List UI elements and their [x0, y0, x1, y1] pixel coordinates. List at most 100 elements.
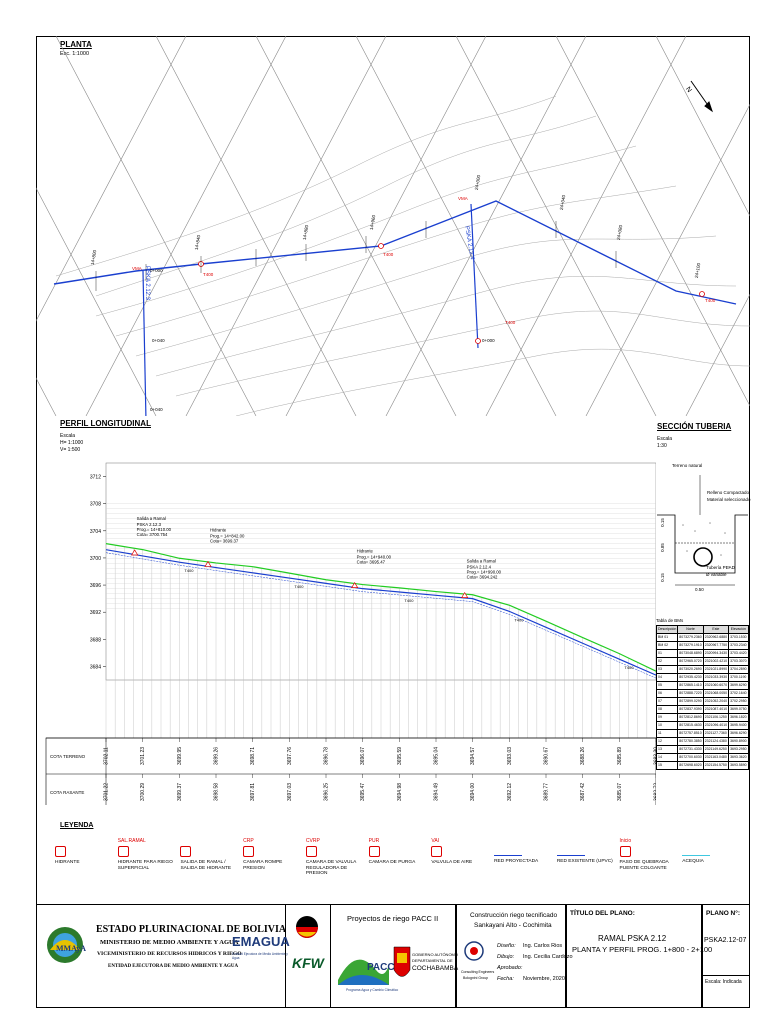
- bm-cell: 02: [655, 657, 679, 666]
- bm-cell: 03: [655, 665, 679, 674]
- gob-line-2: DEPARTAMENTAL DE: [412, 958, 453, 963]
- bm-cell: 3693.3620: [728, 753, 749, 762]
- plano-block: [702, 904, 750, 1008]
- table-value: 3694.00: [470, 783, 476, 801]
- annotation-line: Prog.= 14+810.00: [137, 527, 172, 532]
- bm-row: BM 01 8073279.2360 2320962.6880 3703.1530: [655, 633, 749, 642]
- bm-cell: 8073020.2690: [677, 665, 704, 674]
- bm-cell: 8072812.8690: [677, 713, 704, 722]
- plan-grid: [36, 36, 750, 416]
- bm-cell: 8072757.8510: [677, 729, 704, 738]
- plan-hd-c: 0+040: [150, 407, 163, 412]
- y-tick-label: 3692: [90, 610, 101, 616]
- table-value: 3698.71: [250, 747, 256, 765]
- bm-cell: 2321149.6250: [702, 745, 730, 754]
- section-pipe-icon: [693, 547, 713, 567]
- bm-row: 05 8072865.1410 2321060.6070 3699.6290: [655, 681, 749, 690]
- plan-node-b-label: VMA: [458, 196, 468, 201]
- bm-cell: 3699.6290: [728, 681, 749, 690]
- bm-cell: BM 02: [655, 641, 679, 650]
- bm-cell: 3693.2950: [728, 745, 749, 754]
- pacc-wordmark: PACC: [367, 962, 395, 973]
- bm-cell: 3703.4420: [728, 649, 749, 658]
- pacc-sub: Programa Agua y Cambio Climático: [346, 988, 399, 992]
- table-value: 3696.78: [324, 747, 330, 765]
- bm-cell: 3696.6290: [728, 729, 749, 738]
- bm-cell: 09: [655, 713, 679, 722]
- bm-cell: 8072698.6020: [677, 761, 704, 770]
- section-scale: 1:30: [657, 443, 667, 449]
- plano-label: PLANO N°:: [706, 910, 741, 917]
- bm-cell: 2321163.0480: [702, 753, 730, 762]
- rasante-line: [105, 549, 656, 676]
- gov-line-4: ENTIDAD EJECUTORA DE MEDIO AMBIENTE Y AG…: [108, 964, 239, 969]
- plan-view: N: [36, 36, 750, 416]
- legend-symbol-icon: [431, 846, 443, 857]
- titulo-label: TÍTULO DEL PLANO:: [570, 910, 635, 917]
- bm-cell: 8072780.3850: [677, 737, 704, 746]
- bm-cell: 3700.1190: [728, 673, 749, 682]
- legend-label: HIDRANTE: [55, 860, 80, 865]
- kfw-logo: KFW: [292, 955, 324, 971]
- table-value: 3702.11: [104, 747, 110, 765]
- bm-cell: 8073279.1910: [677, 641, 704, 650]
- legend-label: HIDRANTE PARA RIEGO SUPERFICIAL: [117, 860, 173, 871]
- bm-row: 13 8072731.4330 2321149.6250 3693.2950: [655, 745, 749, 754]
- table-value: 3696.07: [360, 747, 366, 765]
- annotation-marker: [131, 549, 139, 556]
- legend-item: CRP CAMARA ROMPE PRESION: [243, 838, 306, 898]
- cochabamba-shield-icon: [393, 946, 411, 977]
- pipe-label: T400: [184, 568, 194, 573]
- bm-row: 09 8072812.8690 2321106.1250 3696.1820: [655, 713, 749, 722]
- rasante-offset: [105, 552, 656, 679]
- plan-marker-b: T400: [383, 252, 394, 257]
- annotation-line: PSKA 2.12.3: [137, 522, 162, 527]
- bm-header: Norte: [677, 625, 704, 634]
- gob-line-3: COCHABAMBA: [412, 965, 459, 972]
- y-tick-label: 3712: [90, 475, 101, 481]
- section-relleno: Relleno Compactado: [707, 490, 750, 495]
- plano-divider: [702, 975, 750, 976]
- bm-row: 06 8072888.7220 2321068.0050 3702.1640: [655, 689, 749, 698]
- bm-cell: 8073279.2360: [677, 633, 704, 642]
- annotation-line: Prog.= 14+990.00: [467, 570, 502, 575]
- bm-cell: 2321021.8990: [702, 665, 730, 674]
- annotation-line: Cota= 3694.242: [467, 575, 498, 580]
- legend-symbol-icon: [556, 855, 585, 856]
- plan-title: PLANTA: [60, 40, 92, 49]
- legend-code: SAL.RAMAL: [117, 838, 146, 844]
- bm-cell: 12: [655, 737, 679, 746]
- table-value: 3689.77: [544, 783, 550, 801]
- y-tick-label: 3704: [90, 529, 101, 535]
- legend-item: HIDRANTE: [55, 838, 118, 898]
- branch-b: [470, 203, 479, 349]
- pipe-label: T400: [514, 617, 524, 622]
- table-value: 3699.95: [177, 747, 183, 765]
- legend-code: [557, 838, 620, 846]
- legend-code: CVRP: [305, 838, 320, 844]
- bm-cell: 2321154.5750: [702, 761, 730, 770]
- bm-cell: 2321124.4380: [702, 737, 730, 746]
- annotation-title: Salida a Ramal: [467, 559, 496, 564]
- table-value: 3683.30: [654, 747, 657, 765]
- bm-cell: 05: [655, 681, 679, 690]
- station-ticks: [95, 221, 617, 291]
- bm-cell: 3704.2890: [728, 665, 749, 674]
- table-value: 3699.26: [214, 747, 220, 765]
- emagua-logo: EMAGUA: [232, 934, 290, 949]
- profile-scale-h: H= 1:1000: [60, 440, 84, 446]
- bm-cell: 8072888.7220: [677, 689, 704, 698]
- bm-cell: 14: [655, 753, 679, 762]
- bm-row: 15 8072698.6020 2321154.5750 3693.5890: [655, 761, 749, 770]
- table-value: 3682.72: [654, 783, 657, 801]
- table-value: 3701.22: [104, 783, 110, 801]
- bm-row: 14 8072700.6030 2321163.0480 3693.3620: [655, 753, 749, 762]
- bm-cell: 8072965.0720: [677, 657, 704, 666]
- legend-label: VALVULA DE AIRE: [431, 860, 473, 865]
- bm-row: 04 8072935.4230 2321033.3930 3700.1190: [655, 673, 749, 682]
- legend-code: VAI: [431, 838, 440, 844]
- legend-item: RED PROYECTADA: [494, 838, 557, 898]
- legend-symbol-icon: [368, 846, 380, 857]
- legend-label: ACEQUIA: [682, 859, 704, 864]
- bm-cell: 13: [655, 745, 679, 754]
